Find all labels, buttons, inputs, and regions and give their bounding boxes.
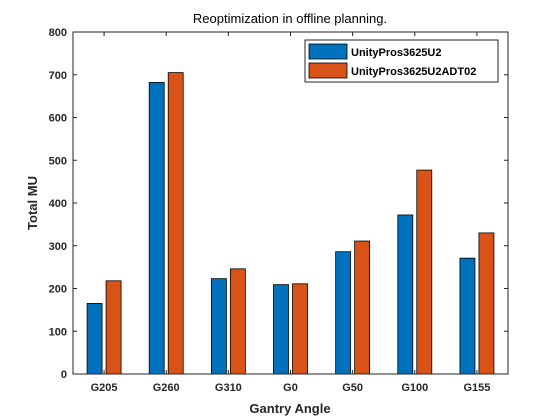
x-tick-label: G155 xyxy=(463,382,490,394)
x-tick-label: G0 xyxy=(283,382,298,394)
bars-group xyxy=(86,72,495,375)
y-tick-label: 300 xyxy=(49,241,67,253)
legend-swatch-series-2 xyxy=(308,62,348,79)
y-tick-label: 800 xyxy=(49,27,67,39)
y-tick-label: 100 xyxy=(49,326,67,338)
bar-g0-series-1 xyxy=(273,284,289,375)
y-tick-label: 400 xyxy=(49,198,67,210)
x-tick-label: G50 xyxy=(342,382,363,394)
bar-g50-series-1 xyxy=(335,251,352,375)
y-axis-title: Total MU xyxy=(25,176,40,230)
x-axis-title: Gantry Angle xyxy=(249,401,330,416)
legend-label-series-1: UnityPros3625U2 xyxy=(351,47,442,59)
y-tick-label: 700 xyxy=(49,70,67,82)
y-axis-ticks: 0 100 200 300 400 500 600 700 800 xyxy=(49,27,508,381)
legend-label-series-2: UnityPros3625U2ADT02 xyxy=(351,66,476,78)
bar-g260-series-2 xyxy=(167,72,184,375)
y-tick-label: 0 xyxy=(61,369,67,381)
bar-g50-series-2 xyxy=(354,240,371,375)
bar-g0-series-2 xyxy=(292,283,308,375)
bar-g310-series-1 xyxy=(210,278,227,375)
y-tick-label: 500 xyxy=(49,155,67,167)
legend-swatch-series-1 xyxy=(308,43,348,60)
bar-g155-series-2 xyxy=(478,232,495,375)
chart-title: Reoptimization in offline planning. xyxy=(193,11,387,26)
x-tick-label: G310 xyxy=(215,382,242,394)
bar-g100-series-1 xyxy=(397,214,414,375)
bar-g100-series-2 xyxy=(416,169,433,375)
x-tick-label: G260 xyxy=(153,382,180,394)
y-tick-label: 600 xyxy=(49,113,67,125)
bar-g205-series-2 xyxy=(105,280,122,375)
x-tick-label: G100 xyxy=(401,382,428,394)
bar-g205-series-1 xyxy=(86,303,103,375)
bar-g310-series-2 xyxy=(229,268,246,375)
bar-g155-series-1 xyxy=(459,257,476,375)
bar-g260-series-1 xyxy=(148,82,165,375)
x-tick-label: G205 xyxy=(91,382,118,394)
y-tick-label: 200 xyxy=(49,284,67,296)
legend: UnityPros3625U2 UnityPros3625U2ADT02 xyxy=(304,39,499,83)
x-axis-ticks: G205 G260 G310 G0 G50 G100 G155 xyxy=(91,32,490,394)
plot-area xyxy=(73,32,508,374)
